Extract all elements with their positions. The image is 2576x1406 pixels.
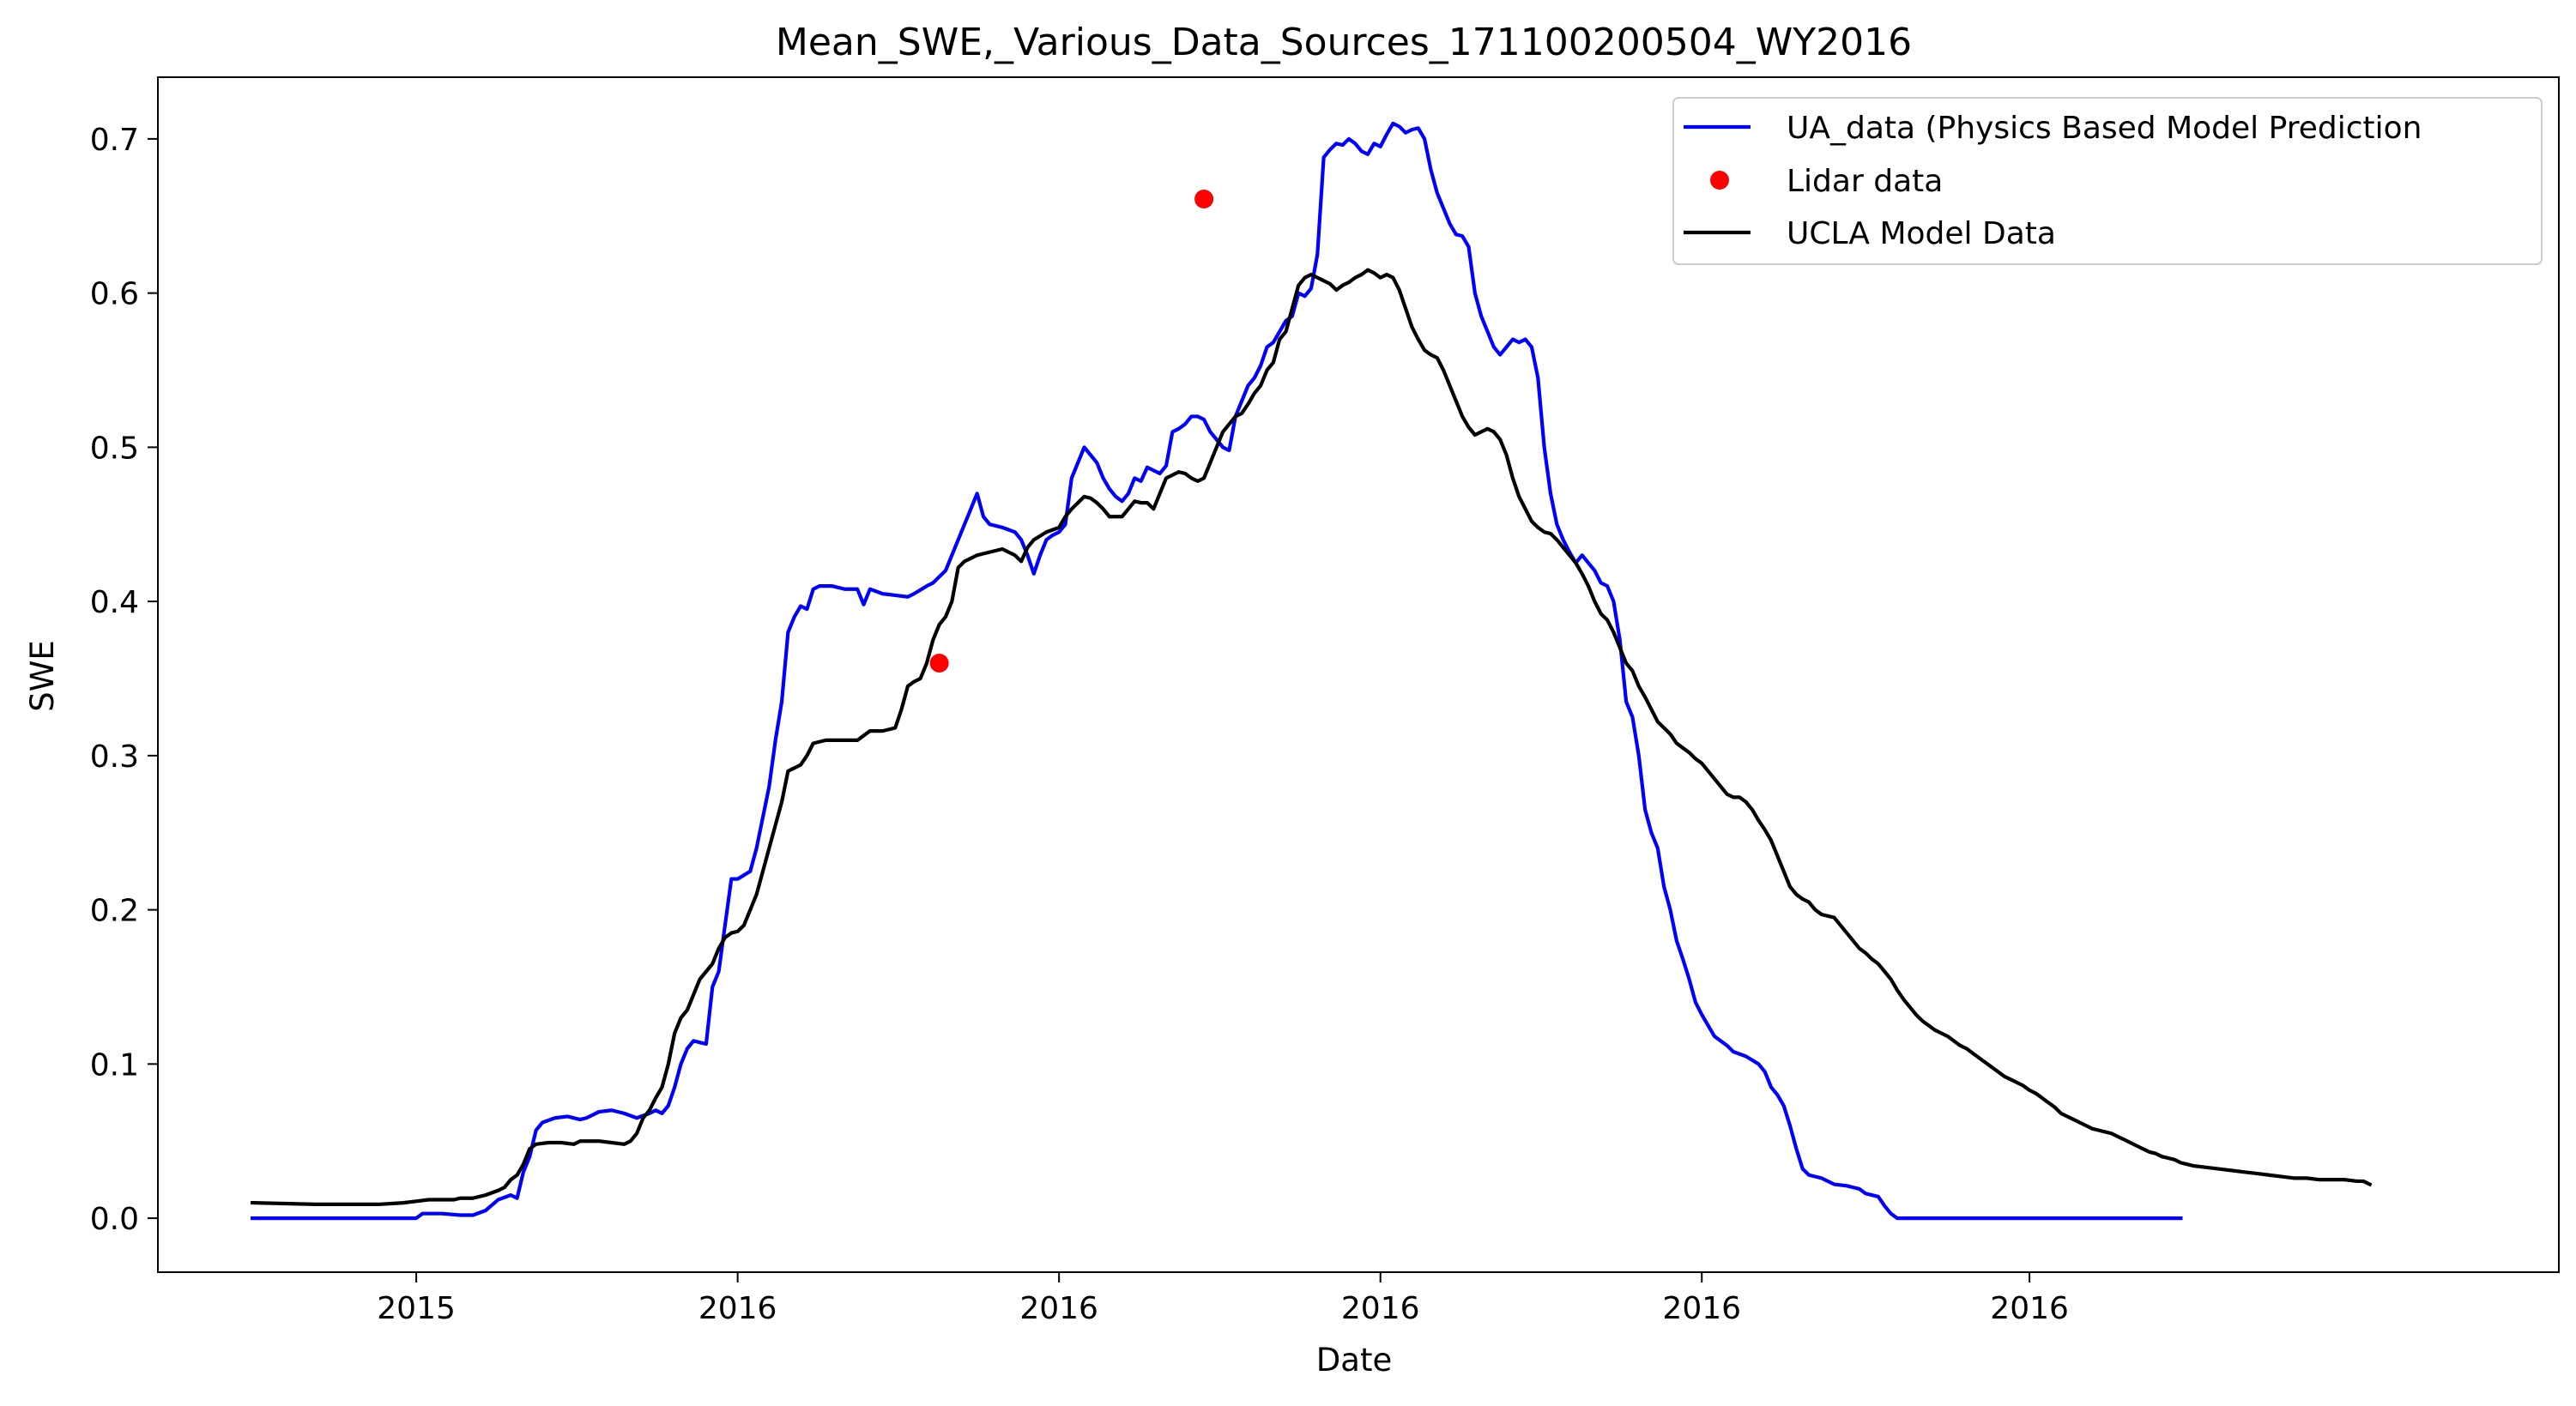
y-tick-label: 0.1 [90,1047,139,1083]
x-tick-label: 2016 [698,1291,777,1326]
series-line-0 [251,121,2183,1221]
scatter-point-0 [929,654,949,673]
y-tick-label: 0.2 [90,894,139,929]
series-line-2 [251,268,2373,1207]
y-tick-label: 0.3 [90,739,139,775]
x-axis-label: Date [1316,1342,1392,1379]
y-tick-label: 0.0 [90,1202,139,1237]
x-tick-label: 2015 [377,1291,456,1326]
legend-swatch-marker [1710,171,1729,190]
axes-frame [157,76,2560,1273]
plot-area: 0.0 0.1 0.2 0.3 0.4 0.5 0.6 0.7 2015 2016 2016 2016… [90,76,2560,1326]
y-tick-label: 0.6 [90,277,139,312]
series-group [251,121,2373,1221]
y-tick-label: 0.4 [90,585,139,620]
x-tick-label: 2016 [1662,1291,1741,1326]
legend-label: UCLA Model Data [1787,216,2056,251]
legend-box [1672,97,2543,265]
y-axis-label: SWE [24,640,61,711]
x-tick-label: 2016 [1341,1291,1420,1326]
legend-label: UA_data (Physics Based Model Prediction [1787,111,2422,146]
legend: UA_data (Physics Based Model Prediction L… [1672,97,2543,265]
x-tick-label: 2016 [1019,1291,1098,1326]
y-tick-label: 0.5 [90,431,139,466]
x-tick-label: 2016 [1990,1291,2069,1326]
scatter-point-1 [1194,189,1214,208]
legend-label: Lidar data [1787,164,1943,199]
chart-title: Mean_SWE,_Various_Data_Sources_171100200… [776,21,1912,64]
y-tick-label: 0.7 [90,123,139,158]
